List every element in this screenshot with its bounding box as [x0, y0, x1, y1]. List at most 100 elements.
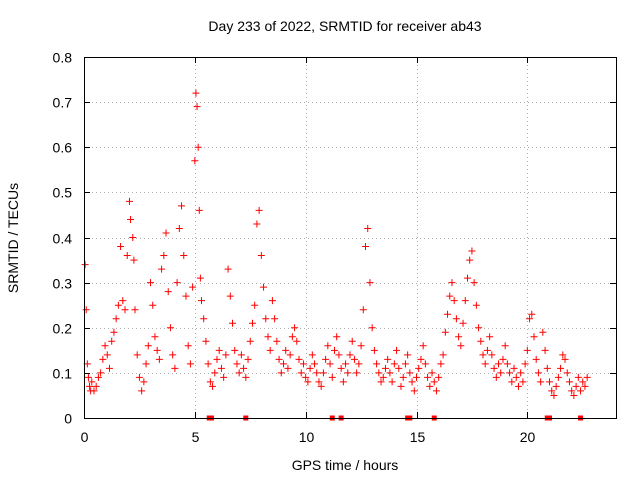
data-point [395, 364, 403, 372]
y-tick-label: 0.7 [53, 95, 73, 111]
data-point [147, 279, 154, 287]
data-point [355, 360, 363, 368]
data-point [417, 355, 425, 363]
data-point [195, 206, 203, 214]
data-point [526, 315, 534, 323]
data-point [404, 351, 412, 359]
data-point [357, 342, 365, 350]
data-point [271, 315, 279, 323]
data-point [304, 378, 312, 386]
data-point [291, 324, 299, 332]
data-point [510, 364, 518, 372]
data-point [441, 328, 449, 336]
data-point [108, 337, 116, 345]
data-point [324, 342, 332, 350]
data-point [413, 373, 420, 381]
data-point [144, 342, 152, 350]
axis-ticks: 0 0.1 0.2 0.3 0.4 0.5 0.6 0.7 0.8 0 5 10 15 20 [53, 50, 616, 445]
data-point [534, 369, 542, 377]
data-point [200, 315, 208, 323]
data-point [149, 301, 157, 309]
data-point [362, 243, 370, 251]
y-tick-label: 0 [64, 411, 72, 427]
data-point [317, 382, 325, 390]
data-point [99, 355, 107, 363]
data-point [255, 206, 263, 214]
data-point [488, 351, 496, 359]
data-point [293, 337, 301, 345]
data-point [335, 351, 343, 359]
data-point [253, 220, 261, 228]
data-point [315, 378, 323, 386]
data-point [366, 279, 374, 287]
data-point [302, 373, 310, 381]
plot-frame [84, 57, 617, 419]
data-point [121, 306, 129, 314]
data-point [375, 369, 383, 377]
data-point [114, 301, 122, 309]
data-point [463, 274, 471, 282]
data-point [430, 378, 438, 386]
data-point [125, 197, 133, 205]
data-point [288, 333, 296, 341]
data-point [359, 306, 367, 314]
data-point [446, 292, 454, 300]
x-tick-label: 10 [299, 429, 315, 445]
data-point [497, 369, 505, 377]
data-point [286, 351, 294, 359]
data-point [217, 364, 225, 372]
data-point [419, 342, 427, 350]
data-point [251, 301, 259, 309]
data-point [408, 378, 416, 386]
data-point [186, 360, 194, 368]
data-point [348, 337, 356, 345]
data-point [432, 387, 440, 395]
data-point [390, 360, 398, 368]
data-point [421, 360, 429, 368]
data-point [158, 265, 166, 273]
data-point [110, 328, 118, 336]
data-point [424, 373, 432, 381]
data-point [444, 310, 452, 318]
data-point [237, 351, 245, 359]
data-point [528, 310, 536, 318]
data-point [206, 378, 214, 386]
data-point [330, 346, 338, 354]
data-point [112, 315, 120, 323]
data-point [568, 387, 576, 395]
data-point [88, 378, 96, 386]
data-point [192, 89, 200, 97]
data-point [543, 364, 551, 372]
data-point [353, 369, 361, 377]
data-point [468, 247, 476, 255]
y-tick-label: 0.5 [53, 185, 73, 201]
data-point [388, 378, 396, 386]
data-point [452, 315, 460, 323]
data-point [103, 351, 111, 359]
data-point [523, 346, 531, 354]
data-point [180, 252, 188, 260]
data-point [501, 342, 509, 350]
data-point [457, 342, 465, 350]
data-point [299, 360, 307, 368]
data-point [561, 355, 569, 363]
data-point [461, 297, 469, 305]
data-point [173, 279, 181, 287]
data-point [541, 346, 549, 354]
data-point [514, 382, 522, 390]
data-point [472, 301, 480, 309]
data-point [140, 378, 148, 386]
data-point [570, 391, 578, 399]
data-point [94, 373, 102, 381]
data-point [129, 234, 137, 241]
data-point [577, 387, 585, 395]
chart-title: Day 233 of 2022, SRMTID for receiver ab4… [208, 18, 481, 34]
data-point [455, 333, 463, 341]
y-axis-label: SRMTID / TECUs [5, 183, 21, 293]
data-point [532, 355, 540, 363]
data-point [297, 369, 305, 377]
data-point [339, 378, 347, 386]
data-point [546, 378, 553, 386]
data-point [386, 369, 394, 377]
